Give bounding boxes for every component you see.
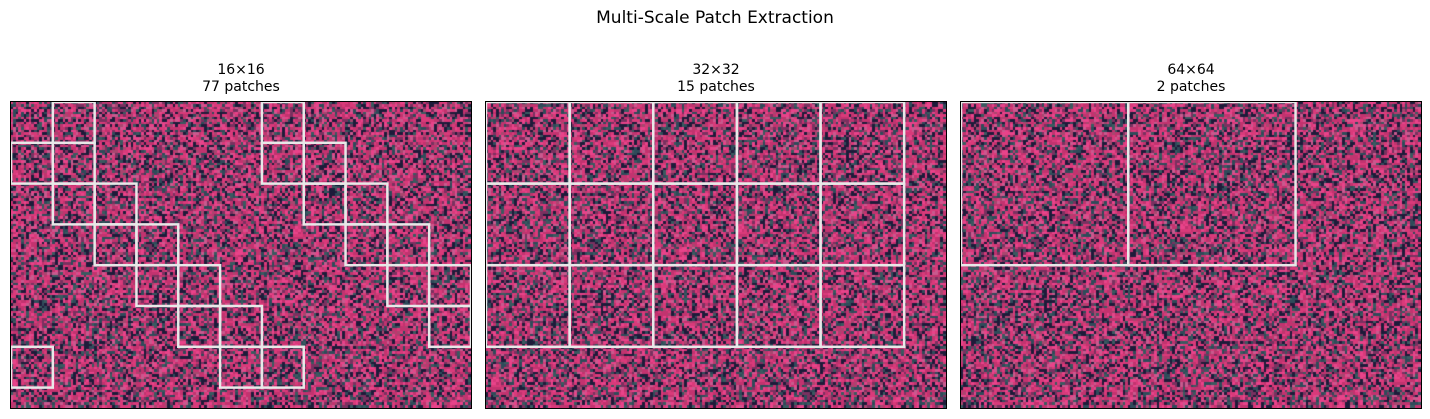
panel-title: 16×16 77 patches — [10, 62, 472, 96]
patch-box — [260, 141, 305, 185]
patch-box — [427, 263, 471, 308]
patch-box — [11, 345, 55, 389]
noise-image — [11, 102, 471, 408]
patch-box — [652, 182, 739, 267]
noise-image — [961, 102, 1421, 408]
patch-box — [819, 102, 906, 185]
patch-overlay — [961, 102, 1297, 267]
patch-box — [486, 102, 571, 185]
patch-box — [135, 223, 180, 267]
patch-box — [260, 102, 305, 145]
panel-title: 32×32 15 patches — [485, 62, 947, 96]
patch-box — [1127, 102, 1297, 267]
patch-overlay — [486, 102, 906, 349]
plot-area — [485, 101, 947, 409]
panel-title-count: 77 patches — [202, 79, 280, 95]
patch-box — [652, 102, 739, 185]
patch-box — [260, 345, 305, 389]
patch-box — [344, 182, 389, 226]
patch-box — [93, 223, 138, 267]
patch-box — [819, 263, 906, 349]
patch-box — [177, 263, 222, 308]
patch-box — [735, 263, 822, 349]
patch-box — [486, 263, 571, 349]
panel-title: 64×64 2 patches — [960, 62, 1422, 96]
panel-title-size: 16×16 — [217, 62, 265, 78]
patch-box — [51, 141, 96, 185]
patch-box — [486, 182, 571, 267]
figure-title: Multi-Scale Patch Extraction — [596, 8, 834, 28]
patch-box — [568, 182, 655, 267]
panel-title-size: 32×32 — [692, 62, 740, 78]
patch-box — [344, 223, 389, 267]
plot-area — [10, 101, 472, 409]
patch-box — [735, 102, 822, 185]
patch-box — [218, 304, 264, 349]
patch-box — [652, 263, 739, 349]
panel-title-count: 2 patches — [1156, 79, 1226, 95]
patch-box — [568, 263, 655, 349]
plot-area — [960, 101, 1422, 409]
patch-box — [386, 263, 431, 308]
panel-title-size: 64×64 — [1167, 62, 1215, 78]
patch-box — [427, 304, 471, 349]
patch-box — [568, 102, 655, 185]
panel-title-count: 15 patches — [677, 79, 755, 95]
patch-box — [218, 345, 264, 389]
patch-box — [961, 102, 1130, 267]
patch-overlay — [11, 102, 471, 389]
patch-box — [51, 182, 96, 226]
patch-box — [302, 141, 347, 185]
patch-box — [11, 141, 55, 185]
patch-box — [135, 263, 180, 308]
patch-box — [302, 182, 347, 226]
patch-box — [819, 182, 906, 267]
patch-box — [51, 102, 96, 145]
patch-box — [177, 304, 222, 349]
noise-image — [486, 102, 946, 408]
patch-box — [386, 223, 431, 267]
patch-box — [93, 182, 138, 226]
patch-box — [735, 182, 822, 267]
